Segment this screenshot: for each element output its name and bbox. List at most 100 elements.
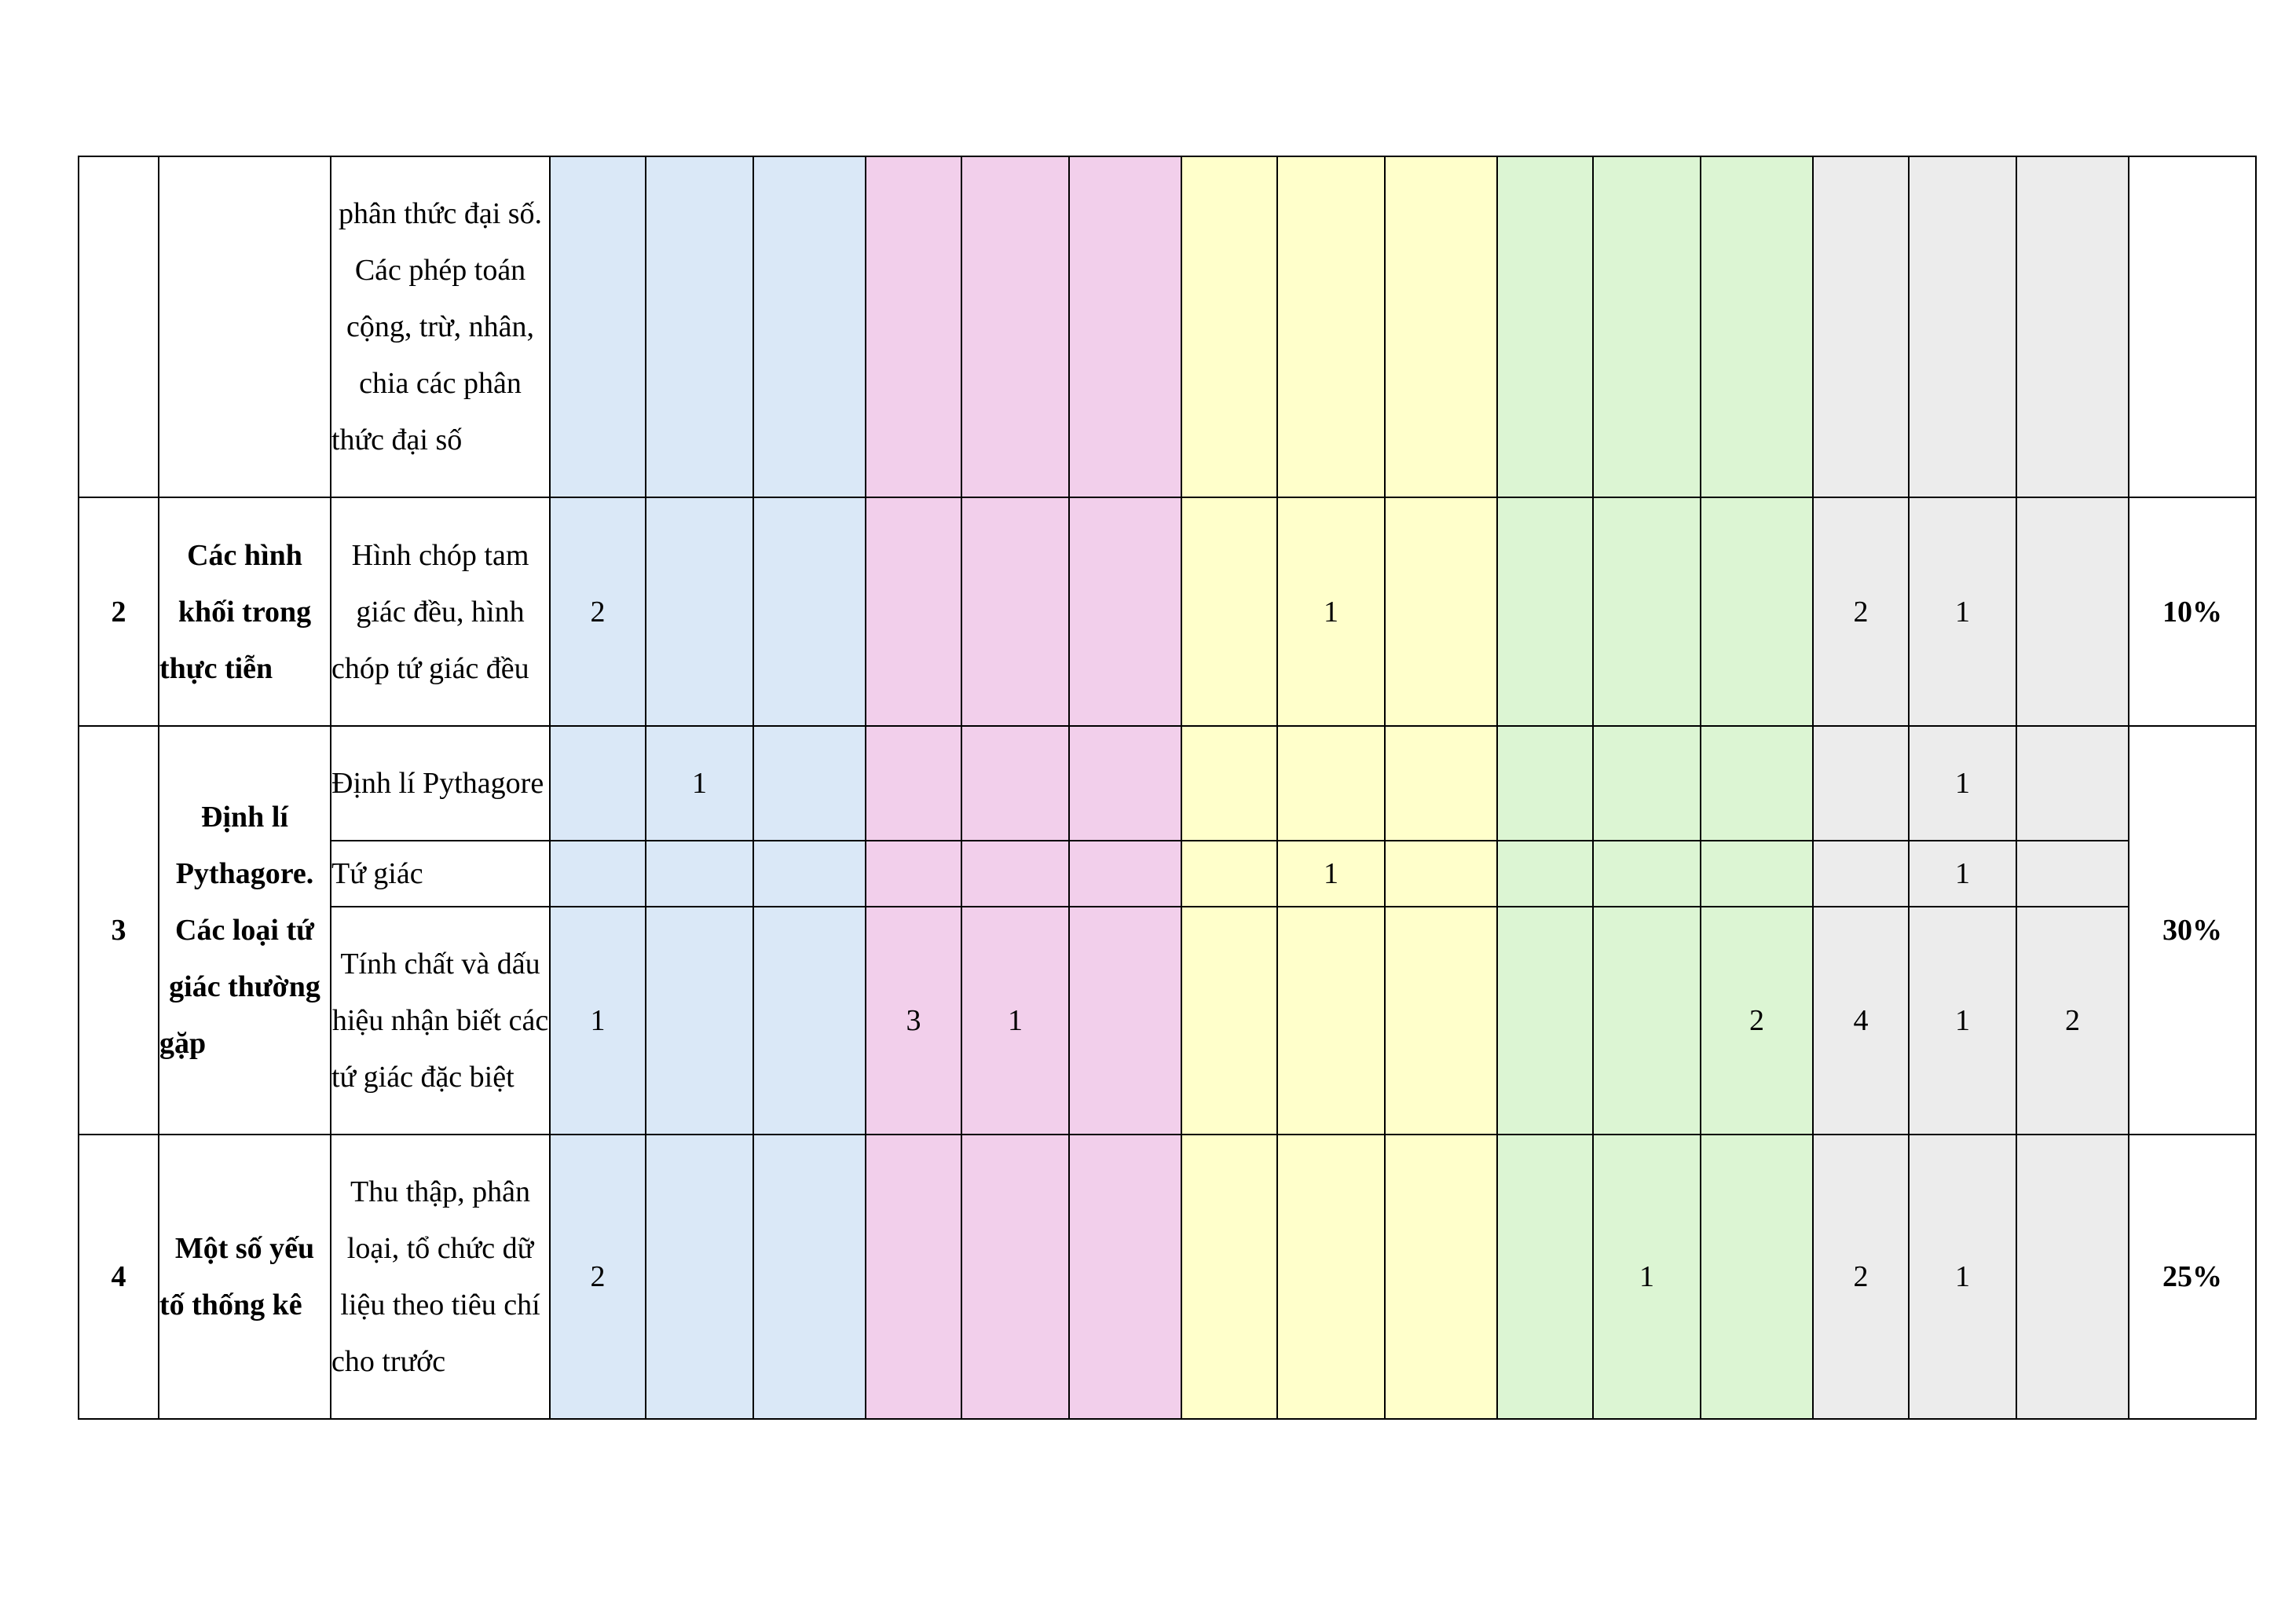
count-cell	[1384, 840, 1498, 907]
count-cell	[753, 906, 866, 1135]
table-row: Tứ giác 1 1	[79, 840, 2256, 907]
percent-cell: 30%	[2128, 725, 2257, 1135]
count-cell: 1	[1276, 497, 1386, 727]
table-row: 4 Một số yếu tố thống kê Thu thập, phân …	[78, 1134, 2257, 1420]
count-cell	[1068, 840, 1182, 907]
count-cell	[1181, 906, 1278, 1135]
count-cell	[1384, 497, 1498, 727]
count-cell	[1181, 156, 1278, 498]
count-cell	[961, 1134, 1070, 1420]
count-cell	[1592, 725, 1701, 841]
count-cell	[1700, 840, 1814, 907]
count-cell	[1592, 497, 1701, 727]
count-cell: 1	[549, 906, 646, 1135]
count-cell	[1700, 497, 1814, 727]
count-cell	[753, 156, 866, 498]
count-cell	[2016, 497, 2129, 727]
count-cell: 1	[1276, 840, 1386, 907]
count-cell	[549, 840, 646, 907]
stt-cell: 2	[78, 497, 159, 727]
count-cell	[753, 497, 866, 727]
topic-cell	[158, 156, 331, 498]
count-cell	[1496, 906, 1594, 1135]
count-cell: 1	[961, 906, 1070, 1135]
count-cell: 3	[865, 906, 962, 1135]
count-cell	[2016, 840, 2129, 907]
count-cell	[865, 1134, 962, 1420]
percent-cell: 10%	[2128, 497, 2257, 727]
count-cell	[1592, 840, 1701, 907]
count-cell: 2	[549, 497, 646, 727]
count-cell	[1068, 156, 1182, 498]
count-cell	[1700, 1134, 1814, 1420]
count-cell	[1276, 906, 1386, 1135]
unit-cell: phân thức đại số. Các phép toán cộng, tr…	[330, 156, 551, 498]
count-cell	[645, 840, 754, 907]
count-cell	[1384, 906, 1498, 1135]
count-cell	[645, 497, 754, 727]
count-cell: 1	[1908, 840, 2017, 907]
count-cell: 2	[1812, 497, 1910, 727]
percent-cell: 25%	[2128, 1134, 2257, 1420]
count-cell	[1068, 906, 1182, 1135]
count-cell: 2	[1700, 906, 1814, 1135]
count-cell	[1068, 497, 1182, 727]
count-cell	[2016, 725, 2129, 841]
count-cell	[865, 156, 962, 498]
table-row: 3 Định lí Pythagore. Các loại tứ giác th…	[78, 725, 2257, 1135]
count-cell	[1181, 840, 1278, 907]
count-cell	[961, 840, 1070, 907]
count-cell	[1496, 1134, 1594, 1420]
count-cell	[1908, 156, 2017, 498]
unit-cell: Định lí Pythagore	[330, 725, 551, 841]
topic-cell: Các hình khối trong thực tiễn	[158, 497, 331, 727]
count-cell	[753, 1134, 866, 1420]
count-cell: 1	[1908, 497, 2017, 727]
count-cell	[2016, 156, 2129, 498]
unit-cell: Tính chất và dấu hiệu nhận biết các tứ g…	[330, 906, 551, 1135]
count-cell	[1068, 1134, 1182, 1420]
count-cell	[1812, 725, 1910, 841]
count-cell	[1496, 156, 1594, 498]
unit-cell: Hình chóp tam giác đều, hình chóp tứ giá…	[330, 497, 551, 727]
count-cell	[865, 725, 962, 841]
topic-cell: Một số yếu tố thống kê	[158, 1134, 331, 1420]
table-row: phân thức đại số. Các phép toán cộng, tr…	[78, 156, 2257, 498]
count-cell	[1384, 1134, 1498, 1420]
count-cell	[1700, 156, 1814, 498]
topic-cell: Định lí Pythagore. Các loại tứ giác thườ…	[158, 725, 331, 1135]
count-cell: 2	[1812, 1134, 1910, 1420]
stt-cell	[78, 156, 159, 498]
count-cell	[1592, 156, 1701, 498]
count-cell: 1	[1908, 906, 2017, 1135]
table-row: 2 Các hình khối trong thực tiễn Hình chó…	[78, 497, 2257, 727]
unit-cell: Thu thập, phân loại, tổ chức dữ liệu the…	[330, 1134, 551, 1420]
count-cell	[865, 840, 962, 907]
count-cell	[753, 840, 866, 907]
count-cell	[1384, 725, 1498, 841]
count-cell	[1812, 840, 1910, 907]
count-cell	[1276, 1134, 1386, 1420]
count-cell	[1496, 497, 1594, 727]
count-cell	[549, 156, 646, 498]
percent-cell	[2128, 156, 2257, 498]
count-cell	[645, 1134, 754, 1420]
stt-cell: 3	[78, 725, 159, 1135]
count-cell	[1592, 906, 1701, 1135]
count-cell: 2	[549, 1134, 646, 1420]
count-cell: 1	[645, 725, 754, 841]
count-cell: 4	[1812, 906, 1910, 1135]
count-cell	[1812, 156, 1910, 498]
count-cell	[645, 156, 754, 498]
count-cell	[1181, 1134, 1278, 1420]
assessment-matrix-table: phân thức đại số. Các phép toán cộng, tr…	[78, 156, 2257, 1420]
count-cell	[961, 497, 1070, 727]
count-cell: 2	[2016, 906, 2129, 1135]
count-cell	[1496, 725, 1594, 841]
count-cell	[1700, 725, 1814, 841]
count-cell	[1384, 156, 1498, 498]
count-cell	[1068, 725, 1182, 841]
count-cell	[961, 156, 1070, 498]
count-cell	[1276, 156, 1386, 498]
count-cell: 1	[1908, 1134, 2017, 1420]
